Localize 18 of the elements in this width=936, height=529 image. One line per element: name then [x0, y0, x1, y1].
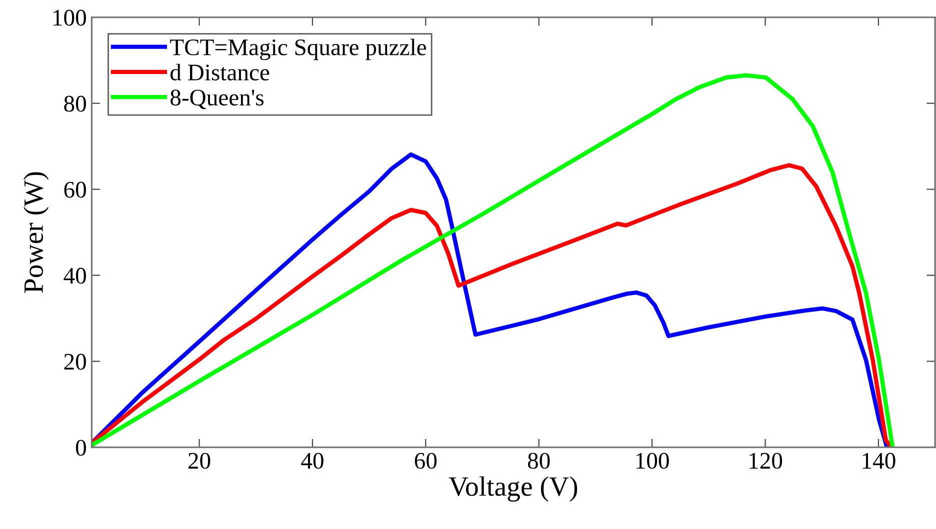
x-tick-label: 120	[750, 452, 782, 469]
x-tick-label: 20	[188, 452, 210, 469]
y-tick-label: 0	[76, 440, 86, 456]
legend-label: TCT=Magic Square puzzle	[170, 38, 426, 60]
x-tick-label: 80	[528, 452, 550, 469]
y-tick-label: 60	[64, 182, 86, 198]
legend-label: d Distance	[170, 64, 270, 80]
x-tick-label: 60	[414, 452, 437, 469]
x-tick-label: 40	[301, 452, 324, 469]
x-axis-title: Voltage (V)	[448, 476, 578, 502]
y-tick-label: 80	[64, 96, 86, 112]
x-tick-label: 100	[636, 452, 669, 469]
y-tick-label: 20	[64, 354, 86, 370]
x-tick-label: 140	[862, 452, 896, 469]
y-tick-label: 100	[54, 10, 86, 26]
y-axis-title: Power (W)	[23, 172, 49, 293]
legend-label: 8-Queen's	[170, 90, 264, 110]
y-tick-label: 40	[64, 268, 86, 284]
